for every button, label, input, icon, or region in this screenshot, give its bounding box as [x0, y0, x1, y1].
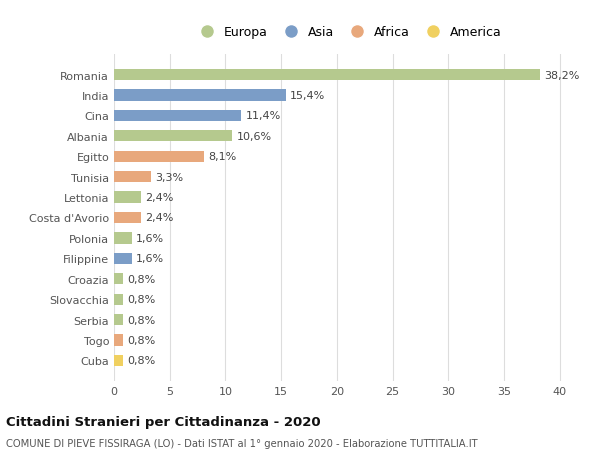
Bar: [114, 70, 539, 81]
Bar: [114, 274, 123, 285]
Bar: [114, 192, 141, 203]
Bar: [114, 90, 286, 101]
Text: 1,6%: 1,6%: [136, 254, 164, 264]
Bar: [114, 314, 123, 325]
Text: 0,8%: 0,8%: [127, 274, 155, 284]
Legend: Europa, Asia, Africa, America: Europa, Asia, Africa, America: [190, 22, 506, 43]
Bar: [114, 294, 123, 305]
Text: Cittadini Stranieri per Cittadinanza - 2020: Cittadini Stranieri per Cittadinanza - 2…: [6, 415, 320, 428]
Text: 2,4%: 2,4%: [145, 213, 173, 223]
Text: 10,6%: 10,6%: [236, 132, 272, 141]
Text: 38,2%: 38,2%: [544, 71, 580, 80]
Bar: [114, 253, 132, 264]
Bar: [114, 233, 132, 244]
Bar: [114, 355, 123, 366]
Text: 3,3%: 3,3%: [155, 172, 184, 182]
Text: COMUNE DI PIEVE FISSIRAGA (LO) - Dati ISTAT al 1° gennaio 2020 - Elaborazione TU: COMUNE DI PIEVE FISSIRAGA (LO) - Dati IS…: [6, 438, 478, 448]
Bar: [114, 111, 241, 122]
Text: 0,8%: 0,8%: [127, 295, 155, 304]
Text: 8,1%: 8,1%: [209, 152, 237, 162]
Bar: [114, 131, 232, 142]
Text: 0,8%: 0,8%: [127, 315, 155, 325]
Text: 0,8%: 0,8%: [127, 335, 155, 345]
Text: 1,6%: 1,6%: [136, 233, 164, 243]
Bar: [114, 213, 141, 224]
Text: 0,8%: 0,8%: [127, 356, 155, 365]
Text: 15,4%: 15,4%: [290, 91, 325, 101]
Bar: [114, 335, 123, 346]
Text: 11,4%: 11,4%: [245, 111, 281, 121]
Text: 2,4%: 2,4%: [145, 193, 173, 203]
Bar: [114, 151, 204, 162]
Bar: [114, 172, 151, 183]
